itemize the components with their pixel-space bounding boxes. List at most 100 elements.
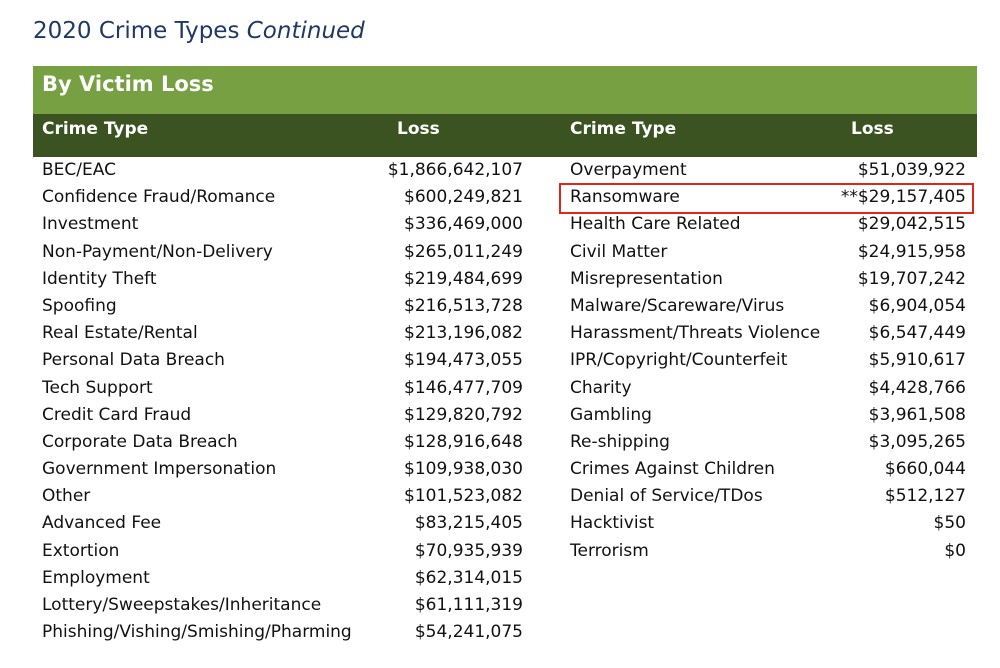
crime-type-cell: Other	[42, 486, 91, 507]
table-row: IPR/Copyright/Counterfeit $5,910,617	[561, 347, 977, 374]
crime-type-cell: Harassment/Threats Violence	[570, 323, 821, 344]
loss-cell: $194,473,055	[404, 350, 523, 371]
crime-type-cell: Terrorism	[570, 540, 649, 561]
crime-type-cell: Charity	[570, 377, 632, 398]
crime-type-cell: Employment	[42, 567, 150, 588]
loss-cell: $62,314,015	[414, 567, 523, 588]
table-row: Personal Data Breach $194,473,055	[33, 347, 533, 374]
table-row: Gambling $3,961,508	[561, 402, 977, 429]
crime-type-cell: Malware/Scareware/Virus	[570, 295, 785, 316]
crime-type-cell: Government Impersonation	[42, 459, 277, 480]
crime-type-cell: Ransomware	[570, 187, 680, 208]
crime-type-cell: Advanced Fee	[42, 513, 162, 534]
loss-cell: $5,910,617	[868, 350, 966, 371]
loss-cell: $61,111,319	[414, 595, 523, 615]
loss-cell: $3,095,265	[868, 431, 966, 452]
table-row: Tech Support $146,477,709	[33, 375, 533, 402]
table-row: Re-shipping $3,095,265	[561, 429, 977, 456]
loss-cell: $146,477,709	[404, 377, 523, 398]
loss-cell: $1,866,642,107	[387, 160, 523, 180]
loss-cell: $600,249,821	[404, 187, 523, 208]
table-row: Malware/Scareware/Virus $6,904,054	[561, 293, 977, 320]
loss-cell: $101,523,082	[404, 486, 523, 507]
loss-cell: $660,044	[884, 459, 966, 480]
table-row: Spoofing $216,513,728	[33, 293, 533, 320]
loss-cell: $265,011,249	[404, 241, 523, 262]
loss-cell: $19,707,242	[857, 268, 966, 289]
loss-cell: $216,513,728	[404, 295, 523, 316]
crime-type-cell: Investment	[42, 214, 139, 235]
loss-cell: $512,127	[884, 486, 966, 507]
crime-type-cell: Overpayment	[570, 160, 687, 180]
loss-cell: $54,241,075	[414, 622, 523, 643]
loss-cell: $129,820,792	[404, 404, 523, 425]
crime-type-cell: Extortion	[42, 540, 120, 561]
table-row: Civil Matter $24,915,958	[561, 239, 977, 266]
loss-cell: $4,428,766	[868, 377, 966, 398]
loss-cell: $24,915,958	[857, 241, 966, 262]
loss-cell: $336,469,000	[404, 214, 523, 235]
header-crime-type-left: Crime Type	[42, 119, 149, 139]
table-row: Lottery/Sweepstakes/Inheritance $61,111,3…	[33, 592, 533, 619]
crime-type-cell: Identity Theft	[42, 268, 157, 289]
page-title: 2020 Crime Types Continued	[33, 18, 365, 44]
page-title-italic: Continued	[246, 18, 365, 44]
table-row: Phishing/Vishing/Smishing/Pharming $54,24…	[33, 619, 533, 646]
crime-type-cell: Hacktivist	[570, 513, 655, 534]
crime-type-cell: Crimes Against Children	[570, 459, 775, 480]
crime-type-cell: Gambling	[570, 404, 652, 425]
loss-cell: **$29,157,405	[840, 187, 966, 208]
table-header-row: Crime Type Loss Crime Type Loss	[33, 114, 977, 157]
table-row: Corporate Data Breach $128,916,648	[33, 429, 533, 456]
crime-type-cell: Misrepresentation	[570, 268, 723, 289]
loss-cell: $219,484,699	[404, 268, 523, 289]
table-row: Real Estate/Rental $213,196,082	[33, 320, 533, 347]
table-row: Extortion $70,935,939	[33, 538, 533, 565]
crime-type-cell: Credit Card Fraud	[42, 404, 192, 425]
loss-cell: $50	[933, 513, 966, 534]
table-banner: By Victim Loss	[33, 66, 977, 114]
table-row: Charity $4,428,766	[561, 375, 977, 402]
table-row: Credit Card Fraud $129,820,792	[33, 402, 533, 429]
table-row: BEC/EAC $1,866,642,107	[33, 157, 533, 184]
loss-cell: $70,935,939	[414, 540, 523, 561]
crime-type-cell: Re-shipping	[570, 431, 670, 452]
table-row: Other $101,523,082	[33, 483, 533, 510]
loss-cell: $3,961,508	[868, 404, 966, 425]
crime-type-cell: Phishing/Vishing/Smishing/Pharming	[42, 622, 352, 643]
loss-cell: $109,938,030	[404, 459, 523, 480]
table-row: Crimes Against Children $660,044	[561, 456, 977, 483]
loss-cell: $83,215,405	[414, 513, 523, 534]
table-row: Health Care Related $29,042,515	[561, 211, 977, 238]
page-title-text: 2020 Crime Types	[33, 18, 240, 44]
crime-type-cell: Health Care Related	[570, 214, 741, 235]
left-column: BEC/EAC $1,866,642,107 Confidence Fraud/Ro…	[33, 157, 533, 646]
crime-type-cell: Confidence Fraud/Romance	[42, 187, 276, 208]
loss-cell: $29,042,515	[857, 214, 966, 235]
table-row: Misrepresentation $19,707,242	[561, 266, 977, 293]
loss-cell: $6,547,449	[868, 323, 966, 344]
crime-type-cell: Denial of Service/TDos	[570, 486, 763, 507]
table-row: Identity Theft $219,484,699	[33, 266, 533, 293]
table-row: Investment $336,469,000	[33, 211, 533, 238]
loss-cell: $213,196,082	[404, 323, 523, 344]
header-crime-type-right: Crime Type	[570, 119, 677, 139]
crime-type-cell: Lottery/Sweepstakes/Inheritance	[42, 595, 322, 615]
crime-type-cell: Real Estate/Rental	[42, 323, 198, 344]
table-row: Overpayment $51,039,922	[561, 157, 977, 184]
right-column: Overpayment $51,039,922 Ransomware **$29,15…	[559, 157, 977, 565]
table-row: Government Impersonation $109,938,030	[33, 456, 533, 483]
table-row: Hacktivist $50	[561, 510, 977, 537]
crime-type-cell: Spoofing	[42, 295, 117, 316]
loss-cell: $6,904,054	[868, 295, 966, 316]
crime-type-cell: Personal Data Breach	[42, 350, 225, 371]
crime-type-cell: BEC/EAC	[42, 160, 116, 180]
crime-type-cell: Non-Payment/Non-Delivery	[42, 241, 273, 262]
table-row: Non-Payment/Non-Delivery $265,011,249	[33, 239, 533, 266]
crime-type-cell: IPR/Copyright/Counterfeit	[570, 350, 788, 371]
crime-type-cell: Corporate Data Breach	[42, 431, 238, 452]
table-row: Terrorism $0	[561, 538, 977, 565]
header-loss-left: Loss	[397, 119, 440, 139]
table-row-highlighted: Ransomware **$29,157,405	[559, 183, 977, 215]
table-row: Denial of Service/TDos $512,127	[561, 483, 977, 510]
